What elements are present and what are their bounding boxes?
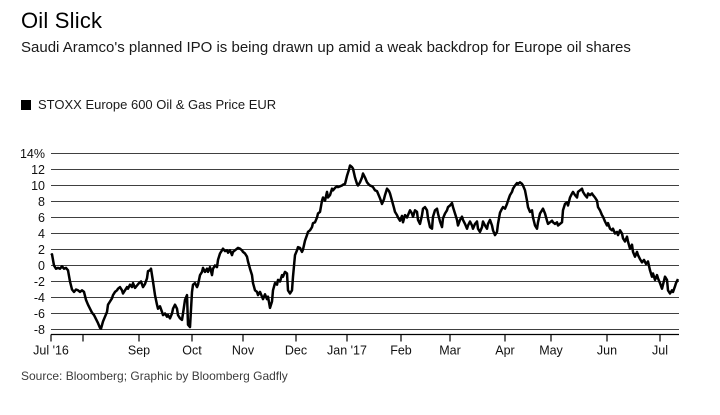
y-axis-tick-label: 14% (20, 147, 45, 161)
chart-subtitle: Saudi Aramco's planned IPO is being draw… (21, 39, 631, 56)
page-title: Oil Slick (21, 8, 103, 33)
y-axis-tick-label: 10 (31, 179, 45, 193)
y-axis-tick-label: -2 (34, 275, 45, 289)
legend-swatch-icon (21, 99, 31, 110)
x-axis-tick-label: Oct (182, 344, 202, 358)
legend-label: STOXX Europe 600 Oil & Gas Price EUR (38, 97, 277, 112)
x-axis-tick-label: Feb (390, 344, 412, 358)
y-axis-tick-label: 12 (31, 163, 45, 177)
y-axis-tick-label: -4 (34, 291, 45, 305)
x-axis-tick-label: Apr (495, 344, 514, 358)
x-axis-tick-label: Jul (652, 344, 668, 358)
x-axis-tick-label: Jan '17 (327, 344, 367, 358)
y-axis-tick-label: 4 (38, 227, 45, 241)
price-line-series (50, 164, 680, 330)
x-axis-tick-label: Jul '16 (33, 344, 69, 358)
legend: STOXX Europe 600 Oil & Gas Price EUR (21, 97, 276, 112)
x-axis-tick-label: Jun (597, 344, 617, 358)
x-axis-tick-label: Sep (128, 344, 150, 358)
y-axis-tick-label: -6 (34, 307, 45, 321)
y-axis-tick-label: 6 (38, 211, 45, 225)
y-axis-tick-label: 8 (38, 195, 45, 209)
x-axis-tick-label: Dec (285, 344, 307, 358)
x-axis-tick-label: Nov (232, 344, 255, 358)
y-axis-tick-label: -8 (34, 323, 45, 337)
y-axis-tick-label: 0 (38, 259, 45, 273)
source-credit: Source: Bloomberg; Graphic by Bloomberg … (21, 369, 288, 383)
x-axis-tick-label: Mar (439, 344, 461, 358)
x-axis-tick-label: May (539, 344, 563, 358)
y-axis-tick-label: 2 (38, 243, 45, 257)
